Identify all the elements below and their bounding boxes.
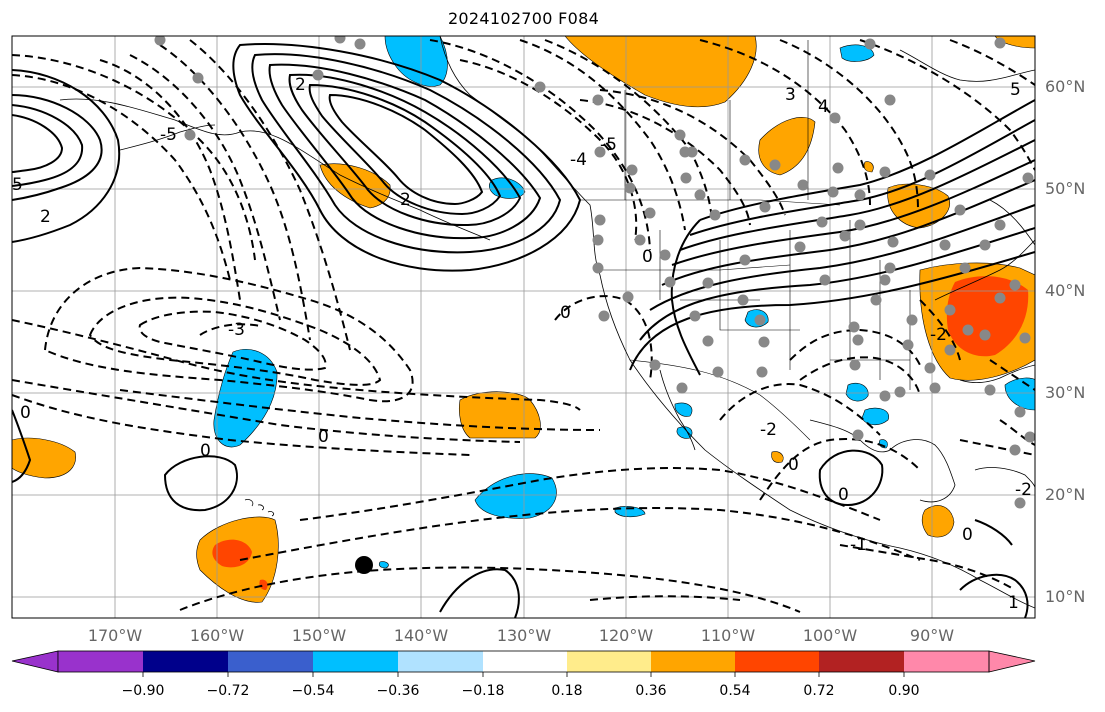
colorbar-extend-high	[988, 650, 1036, 673]
contour-label: 5	[1010, 80, 1021, 100]
lat-tick-label: 50°N	[1045, 179, 1086, 198]
contours-negative	[12, 39, 1035, 613]
lon-tick-label: 140°W	[393, 626, 449, 645]
colorbar-tick-label: 0.54	[719, 683, 751, 699]
map-frame	[11, 35, 1036, 619]
colorbar-tick-label: 0.90	[888, 683, 920, 699]
colorbar-tick-label: −0.54	[291, 683, 335, 699]
contour-label: 1	[1008, 593, 1019, 613]
contour-label: -3	[228, 320, 245, 340]
contour-label: -4	[570, 150, 587, 170]
contour-label: 0	[788, 455, 799, 475]
contour-label: 0	[560, 303, 571, 323]
contour-label: 2	[295, 75, 306, 95]
contour-label: 4	[818, 97, 829, 117]
colorbar-swatch	[567, 651, 651, 672]
colorbar-swatch	[819, 651, 904, 672]
contour-label: 0	[200, 441, 211, 461]
colorbar-swatch	[904, 651, 989, 672]
lat-tick-label: 30°N	[1045, 383, 1086, 402]
contour-label: 0	[838, 485, 849, 505]
colorbar-tick-label: 0.36	[635, 683, 667, 699]
lat-tick-label: 40°N	[1045, 281, 1086, 300]
lon-tick-label: 110°W	[700, 626, 756, 645]
contour-label: -2	[760, 420, 777, 440]
colorbar-tick-label: −0.36	[376, 683, 420, 699]
colorbar-tick-label: 0.18	[551, 683, 583, 699]
map-background	[12, 36, 1035, 618]
colorbar-swatch	[735, 651, 819, 672]
lon-tick-label: 100°W	[802, 626, 858, 645]
colorbar-swatch	[398, 651, 483, 672]
lon-tick-label: 150°W	[291, 626, 347, 645]
contour-label: -2	[930, 325, 947, 345]
lon-tick-label: 130°W	[496, 626, 552, 645]
contour-label: 5	[12, 175, 23, 195]
lon-tick-label: 170°W	[87, 626, 143, 645]
contour-label: 0	[642, 247, 653, 267]
colorbar-swatch	[651, 651, 735, 672]
lon-tick-label: 120°W	[598, 626, 654, 645]
colorbar	[11, 650, 1036, 677]
map-title: 2024102700 F084	[447, 9, 600, 28]
contour-label: 0	[318, 427, 329, 447]
contour-label: -1	[850, 535, 867, 555]
contour-label: 2	[400, 190, 411, 210]
contour-label: 0	[20, 403, 31, 423]
colorbar-extend-low	[11, 650, 59, 673]
contour-label: 2	[40, 207, 51, 227]
colorbar-swatch	[228, 651, 313, 672]
colorbar-tick-label: −0.72	[206, 683, 250, 699]
contours-positive	[12, 43, 1035, 618]
contour-label: 0	[962, 525, 973, 545]
colorbar-tick-label: −0.90	[121, 683, 165, 699]
lat-tick-label: 20°N	[1045, 485, 1086, 504]
colorbar-outline	[57, 650, 990, 673]
station-markers	[154, 36, 1035, 509]
lat-tick-label: 10°N	[1045, 587, 1086, 606]
lat-tick-label: 60°N	[1045, 77, 1086, 96]
contour-label: -5	[160, 125, 177, 145]
colorbar-tick-label: −0.18	[461, 683, 505, 699]
lon-tick-label: 90°W	[909, 626, 955, 645]
colorbar-swatch	[313, 651, 398, 672]
contour-label: -5	[600, 135, 617, 155]
colorbar-tick-label: 0.72	[803, 683, 835, 699]
lon-tick-label: 160°W	[189, 626, 245, 645]
contour-label: 3	[785, 85, 796, 105]
colorbar-swatch	[483, 651, 567, 672]
black-dot-marker	[355, 556, 373, 574]
colorbar-swatch	[58, 651, 143, 672]
contour-label: -2	[1015, 480, 1032, 500]
colorbar-swatch	[143, 651, 228, 672]
contour-labels: 0 0 0 0 0 0 0 0 -3 5 2 2 2 -2 -2 -5 -5 5…	[12, 75, 1032, 613]
